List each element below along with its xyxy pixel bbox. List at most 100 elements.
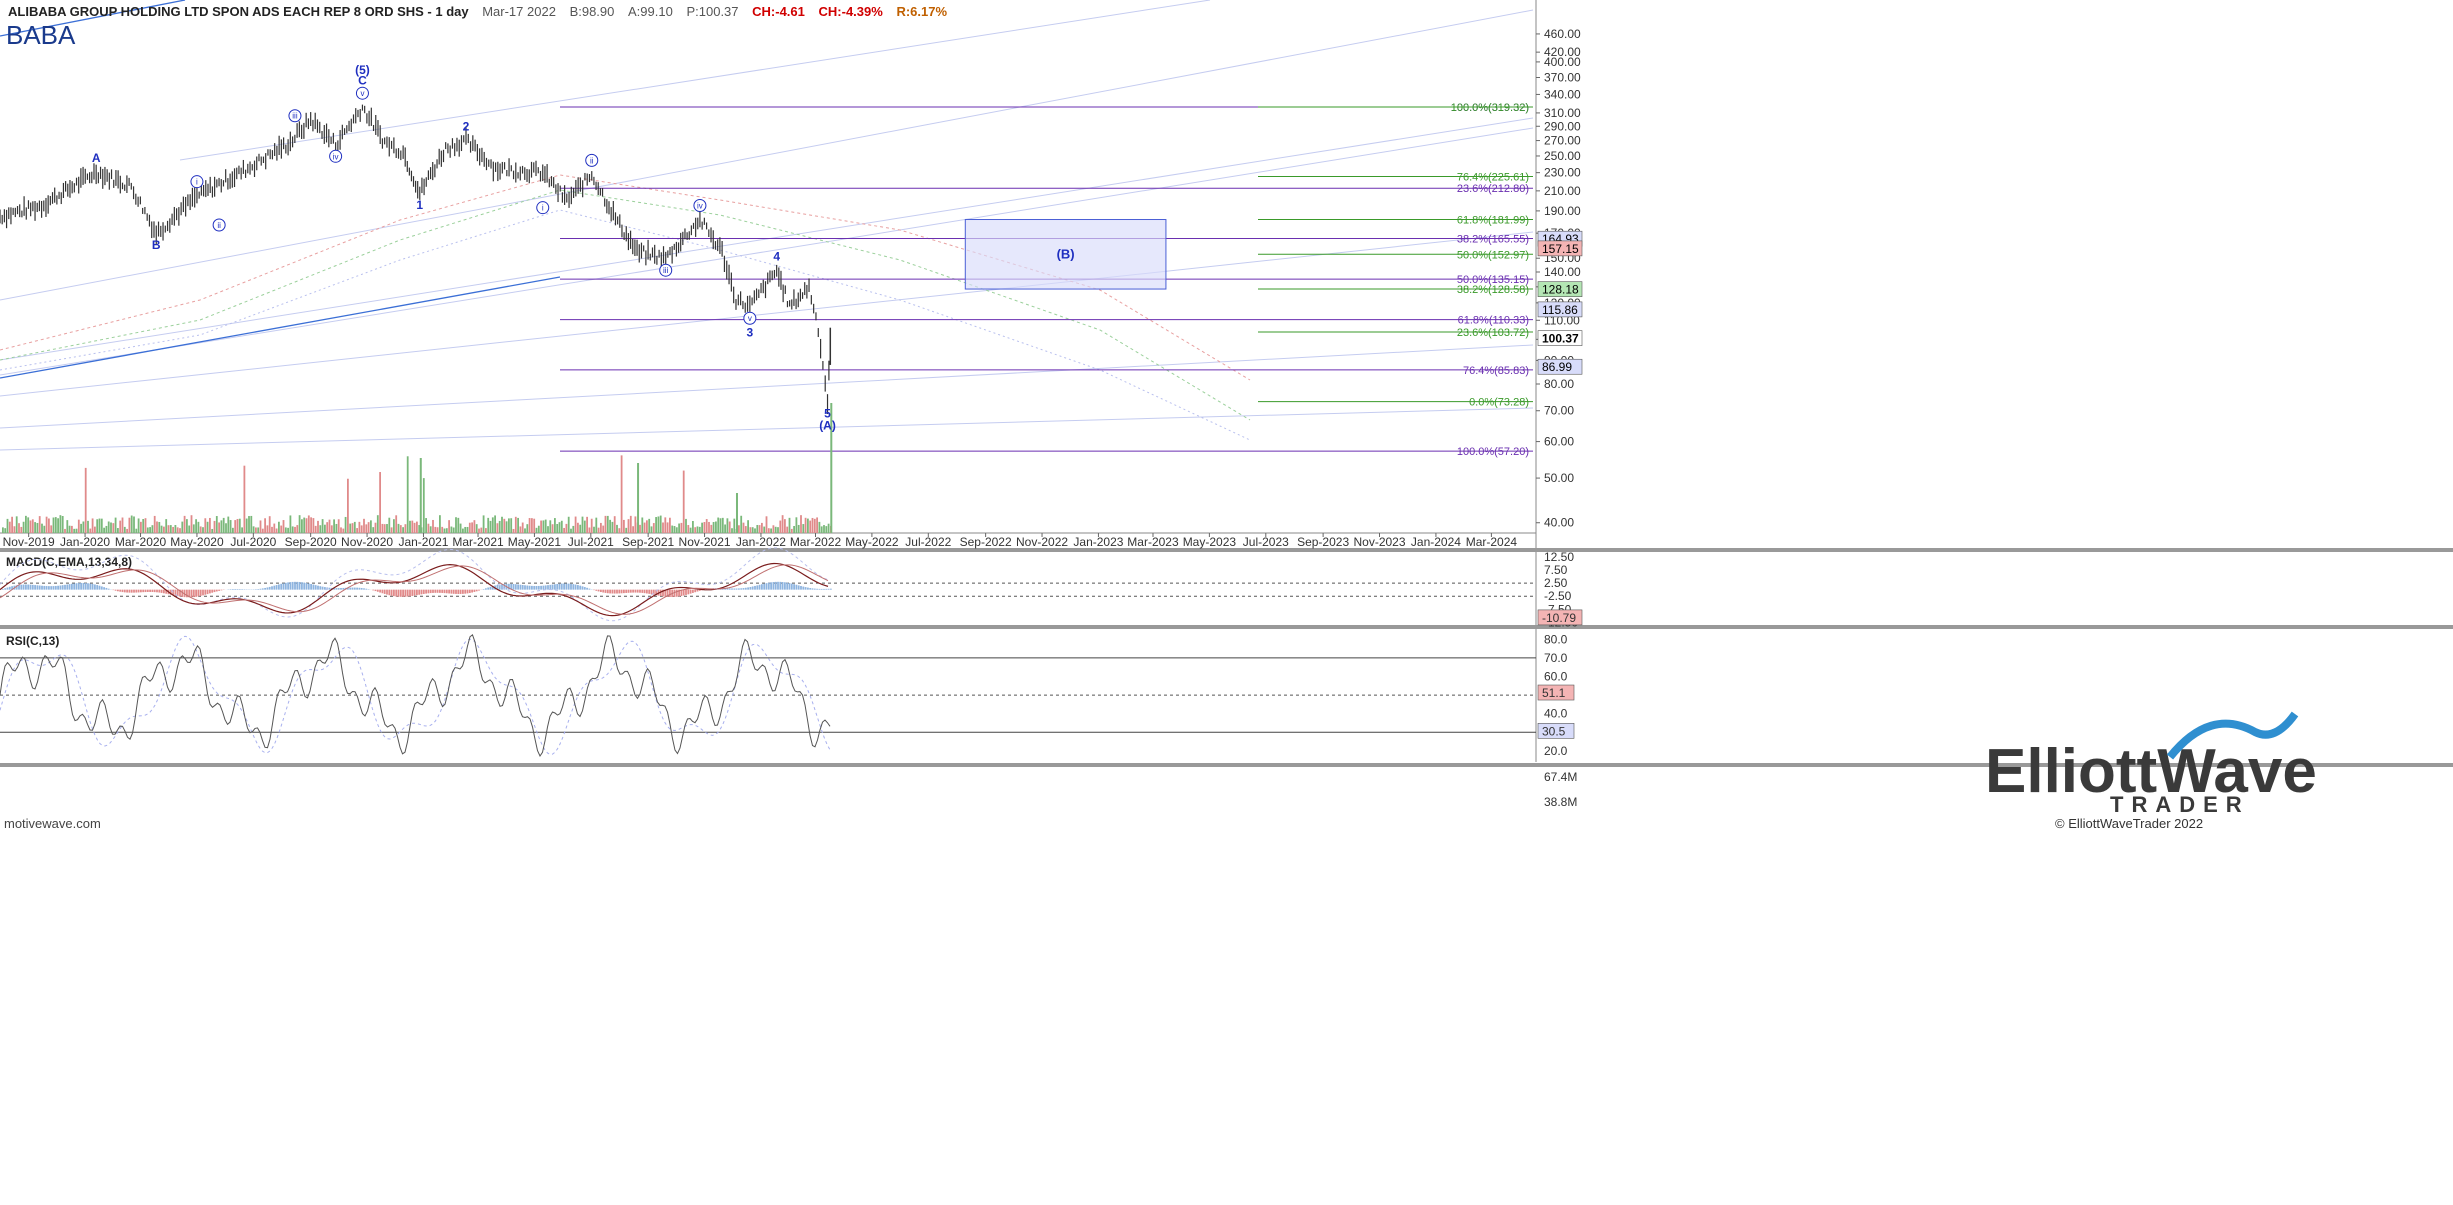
macd-hist-bar <box>386 590 388 595</box>
macd-hist-bar <box>211 590 213 593</box>
macd-hist-bar <box>556 584 558 590</box>
volume-bar <box>9 522 11 533</box>
macd-hist-bar <box>147 590 149 592</box>
date-label-11: Sep-2021 <box>622 535 674 549</box>
macd-hist-bar <box>552 585 554 590</box>
macd-hist-bar <box>382 590 384 594</box>
volume-bar <box>372 527 374 533</box>
volume-bar <box>708 522 710 533</box>
volume-bar <box>485 528 487 533</box>
volume-bar <box>773 525 775 533</box>
volume-bar <box>607 516 609 533</box>
volume-bar <box>407 456 409 533</box>
volume-bar <box>340 527 342 533</box>
volume-bar <box>575 517 577 533</box>
macd-hist-bar <box>517 584 519 589</box>
volume-bar <box>559 522 561 533</box>
macd-hist-bar <box>747 587 749 589</box>
volume-bar <box>697 526 699 533</box>
volume-bar <box>522 523 524 533</box>
macd-hist-bar <box>694 590 696 593</box>
volume-bar <box>635 516 637 533</box>
volume-bar <box>142 519 144 533</box>
volume-bar <box>248 516 250 533</box>
macd-hist-bar <box>775 582 777 590</box>
volume-bar <box>25 516 27 533</box>
volume-bar <box>460 524 462 533</box>
volume-bar <box>313 518 315 533</box>
volume-tag-1: 38.8M <box>1544 795 1577 809</box>
volume-bar <box>713 522 715 533</box>
macd-hist-bar <box>361 588 363 590</box>
wave-label-11: i <box>542 204 544 213</box>
logo-copyright: © ElliottWaveTrader 2022 <box>2055 816 2203 831</box>
macd-hist-bar <box>200 590 202 596</box>
volume-bar <box>823 525 825 533</box>
macd-hist-bar <box>269 587 271 590</box>
volume-bar <box>455 517 457 533</box>
volume-bar <box>7 519 9 533</box>
volume-bar <box>170 525 172 533</box>
volume-bar <box>271 527 273 533</box>
volume-bar <box>78 520 80 533</box>
volume-bar <box>676 527 678 533</box>
macd-hist-bar <box>432 590 434 593</box>
volume-bar <box>276 528 278 533</box>
price-tick-label-0: 460.00 <box>1544 27 1581 41</box>
volume-bar <box>18 523 20 533</box>
macd-hist-bar <box>648 590 650 594</box>
macd-hist-bar <box>446 590 448 594</box>
volume-bar <box>269 516 271 533</box>
volume-bar <box>743 523 745 533</box>
volume-bar <box>752 527 754 533</box>
macd-hist-bar <box>216 590 218 592</box>
macd-hist-bar <box>342 588 344 590</box>
macd-hist-bar <box>430 590 432 593</box>
macd-hist-bar <box>131 590 133 593</box>
wave-label-15: v <box>748 314 752 323</box>
volume-bar <box>506 521 508 533</box>
macd-hist-bar <box>547 585 549 590</box>
macd-hist-bar <box>103 587 105 589</box>
volume-bar <box>94 527 96 533</box>
volume-bar <box>257 527 259 533</box>
volume-bar <box>232 528 234 533</box>
volume-bar <box>202 527 204 533</box>
macd-hist-bar <box>39 586 41 590</box>
macd-hist-bar <box>152 590 154 592</box>
macd-hist-bar <box>46 586 48 590</box>
volume-bar <box>563 528 565 533</box>
wave-label-5: iv <box>333 152 339 161</box>
volume-bar <box>317 521 319 533</box>
macd-hist-bar <box>605 590 607 593</box>
volume-bar <box>552 524 554 533</box>
volume-bar <box>526 524 528 533</box>
volume-bar <box>85 468 87 533</box>
volume-bar <box>359 522 361 533</box>
macd-hist-bar <box>782 582 784 590</box>
volume-bar <box>515 517 517 533</box>
price-tick-label-5: 310.00 <box>1544 106 1581 120</box>
macd-hist-bar <box>584 587 586 590</box>
macd-hist-bar <box>129 590 131 593</box>
price-tick-label-23: 50.00 <box>1544 471 1574 485</box>
volume-bar <box>745 526 747 533</box>
fib-retrace-label-5: 76.4%(85.83) <box>1463 365 1529 377</box>
macd-hist-bar <box>814 589 816 590</box>
volume-bar <box>678 524 680 533</box>
header-change-abs: CH:-4.61 <box>752 4 805 19</box>
volume-bar <box>508 518 510 533</box>
macd-hist-bar <box>441 590 443 593</box>
macd-hist-bar <box>23 585 25 590</box>
volume-bar <box>405 524 407 533</box>
volume-bar <box>301 519 303 533</box>
volume-bar <box>582 517 584 533</box>
macd-hist-bar <box>198 590 200 597</box>
fib-ext-label-2: 61.8%(181.99) <box>1457 215 1529 227</box>
volume-bar <box>319 525 321 533</box>
volume-bar <box>172 527 174 533</box>
macd-tick-3: -2.50 <box>1544 589 1572 603</box>
macd-hist-bar <box>76 583 78 589</box>
macd-hist-bar <box>294 582 296 590</box>
macd-hist-bar <box>55 586 57 590</box>
